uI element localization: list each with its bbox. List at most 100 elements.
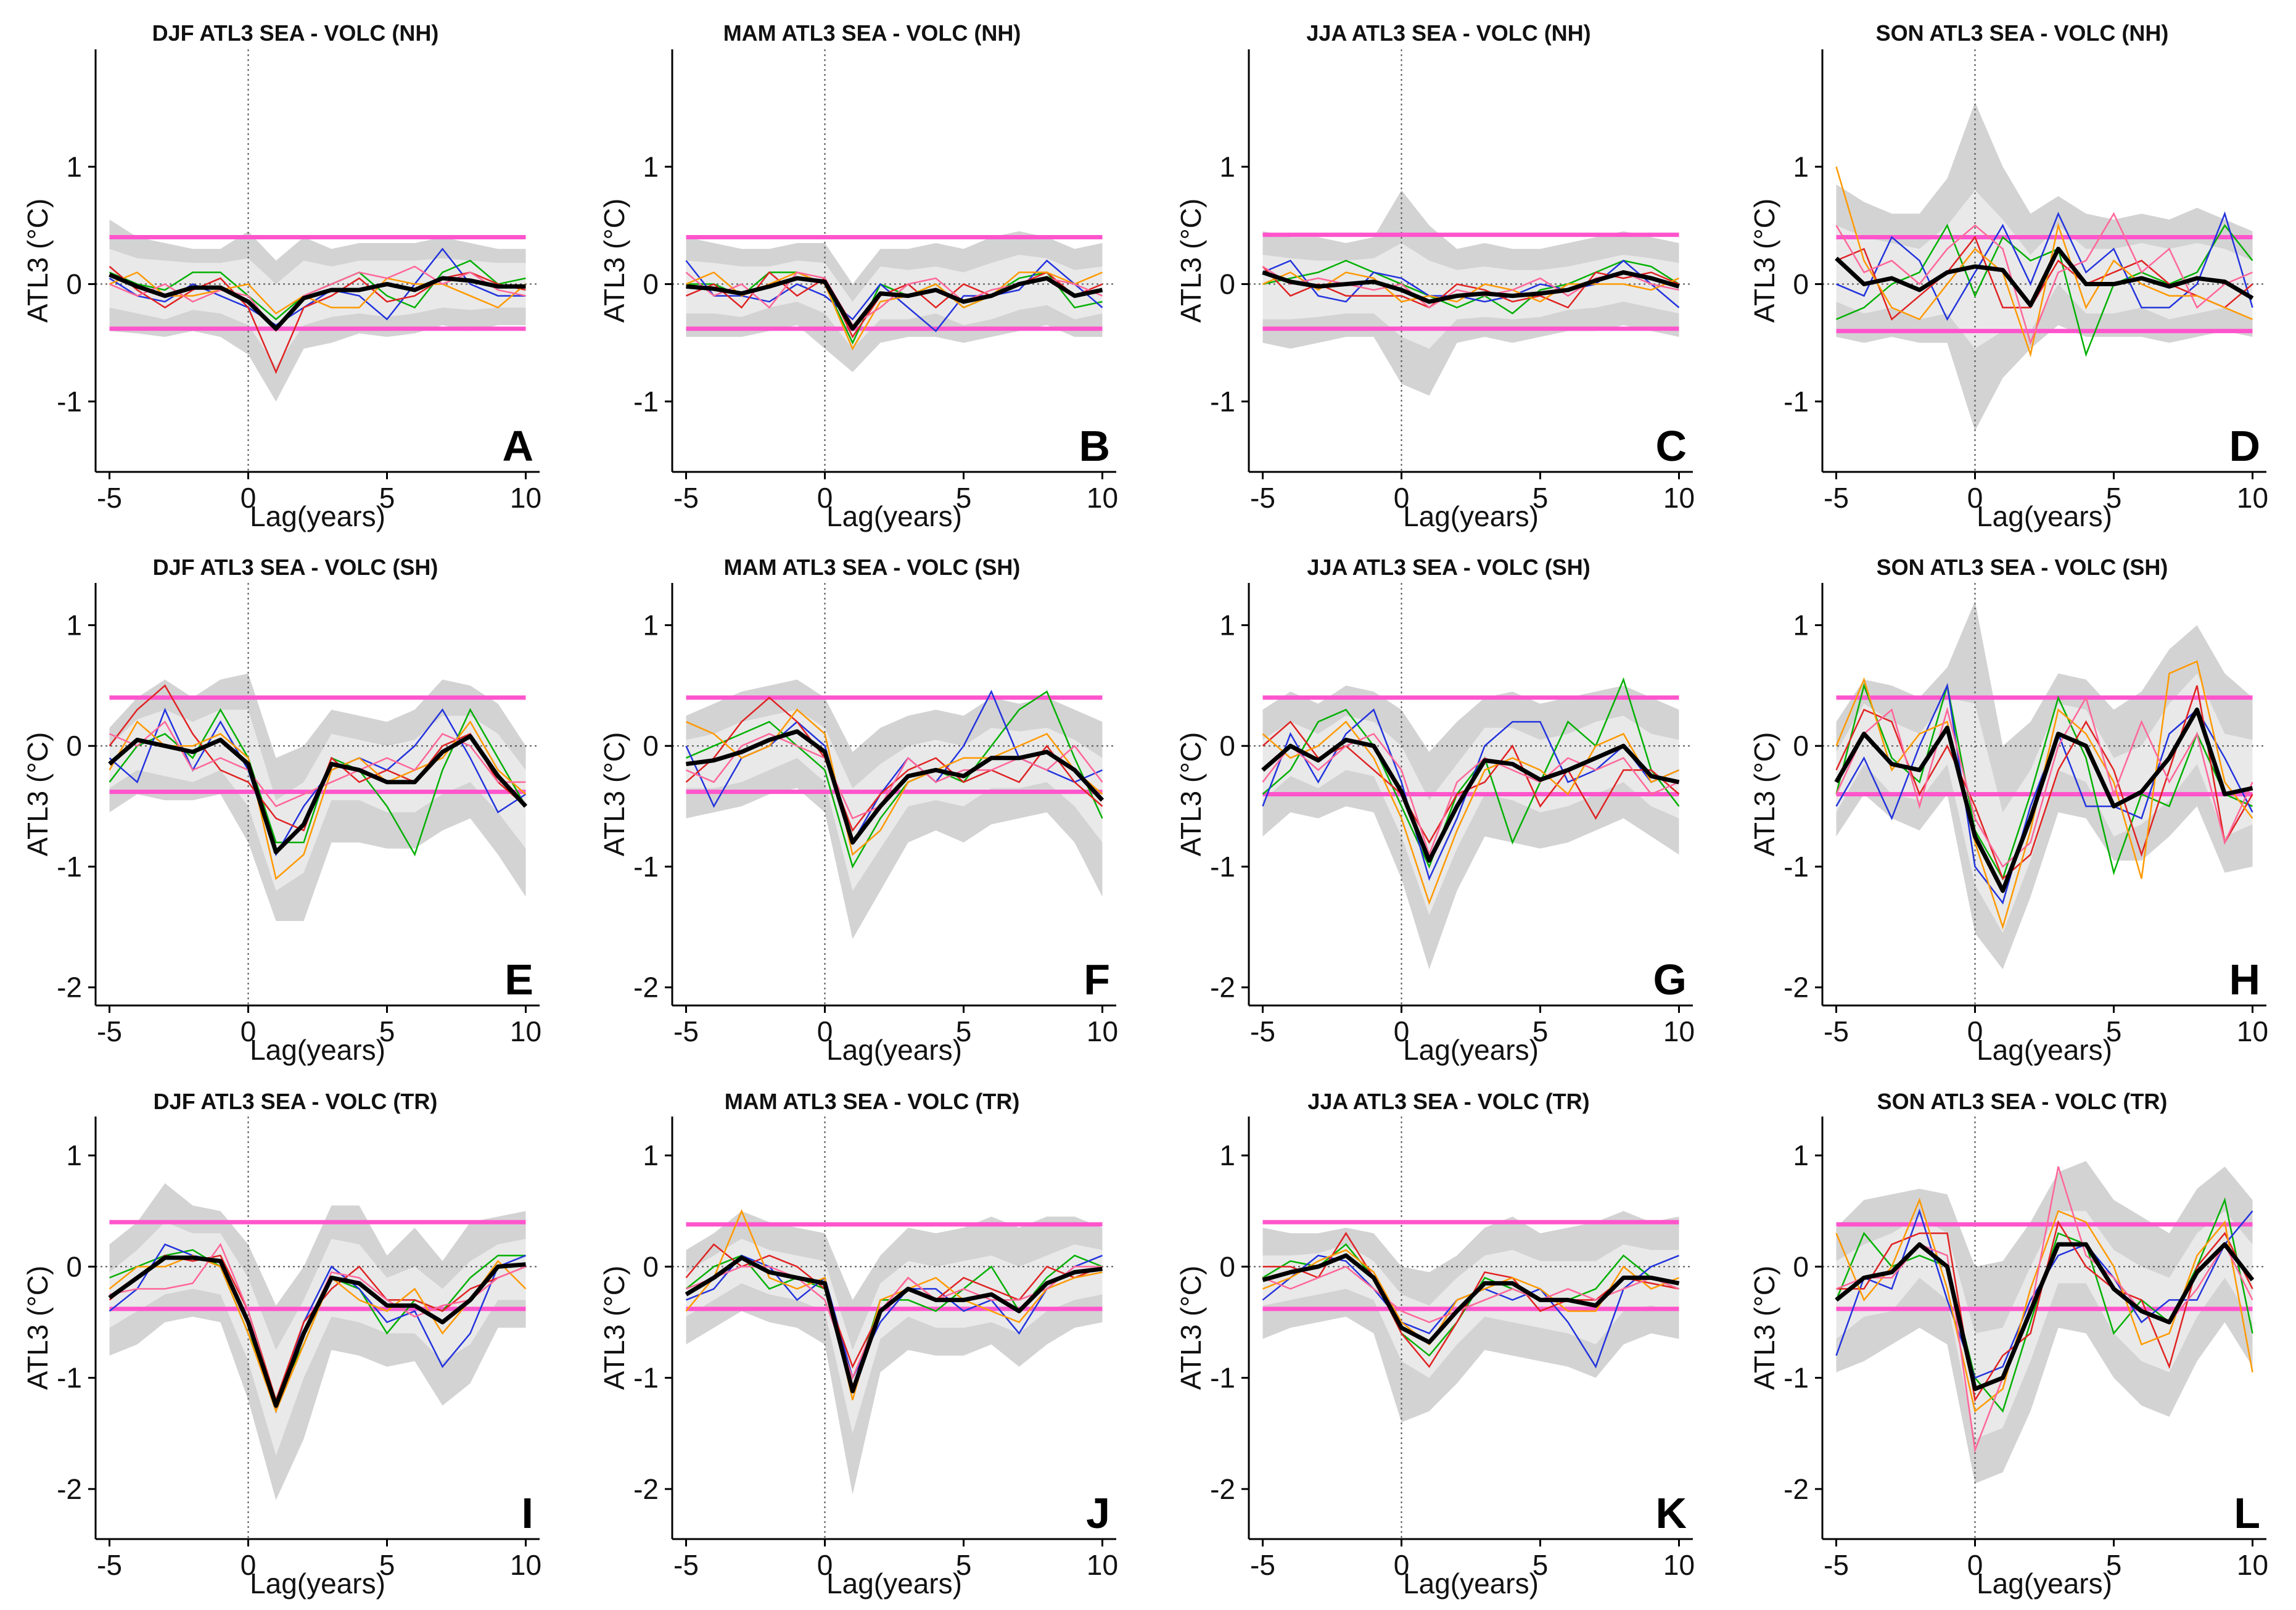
y-tick-label: -1 <box>1784 851 1809 883</box>
x-tick-label: 5 <box>2106 1549 2122 1581</box>
x-tick-label: 10 <box>1663 1549 1695 1581</box>
panel-h: -2 -1 0 1 -5 0 5 10 Lag(years) ATL3 (°C) SON ATL3 … <box>1748 555 2268 1066</box>
y-axis-label: ATL3 (°C) <box>22 732 54 857</box>
y-tick-label: -2 <box>1784 972 1809 1004</box>
y-tick-label: -2 <box>633 972 659 1004</box>
y-tick-label: -1 <box>1210 1362 1235 1394</box>
x-tick-label: 10 <box>2237 482 2268 514</box>
panel-letter: H <box>2229 956 2260 1004</box>
x-tick-label: 5 <box>956 482 972 514</box>
x-axis-label: Lag(years) <box>1403 1567 1539 1600</box>
y-tick-label: 0 <box>643 268 659 300</box>
y-tick-label: 1 <box>66 1139 82 1171</box>
y-tick-label: 1 <box>66 151 82 183</box>
member-series-line <box>1835 695 2253 868</box>
x-axis-label: Lag(years) <box>826 1034 962 1066</box>
x-tick-label: 10 <box>2237 1015 2268 1047</box>
panel-title: SON ATL3 SEA - VOLC (TR) <box>1877 1089 2168 1114</box>
y-tick-label: -1 <box>633 1362 659 1394</box>
x-tick-label: -5 <box>1250 1549 1275 1581</box>
panel-letter: B <box>1079 422 1110 470</box>
mean-series-line <box>108 734 528 854</box>
x-tick-label: 5 <box>1533 482 1549 514</box>
y-axis-label: ATL3 (°C) <box>598 1266 630 1390</box>
y-axis-label: ATL3 (°C) <box>1748 732 1780 857</box>
x-axis-label: Lag(years) <box>250 500 385 532</box>
mean-series-line <box>109 273 526 331</box>
panel-letter: C <box>1655 422 1687 470</box>
panel-letter: F <box>1084 956 1110 1004</box>
panel-letter: I <box>522 1489 533 1537</box>
x-tick-label: 0 <box>817 482 833 514</box>
x-tick-label: 5 <box>2106 1015 2122 1047</box>
panel-k: -2 -1 0 1 -5 0 5 10 Lag(years) ATL3 (°C) JJA ATL3 … <box>1175 1089 1695 1600</box>
y-tick-label: 1 <box>643 1139 659 1171</box>
x-tick-label: -5 <box>1824 1549 1849 1581</box>
y-tick-label: -1 <box>1210 851 1235 883</box>
confidence-band-inner <box>686 1239 1103 1434</box>
y-tick-label: -1 <box>57 386 82 418</box>
mean-series-line <box>1835 246 2254 308</box>
x-tick-label: 0 <box>241 1015 257 1047</box>
panel-letter: D <box>2229 422 2260 470</box>
panel-title: SON ATL3 SEA - VOLC (NH) <box>1876 20 2169 46</box>
y-tick-label: -2 <box>57 972 82 1004</box>
x-tick-label: 5 <box>956 1549 972 1581</box>
x-tick-label: 0 <box>1967 1015 1983 1047</box>
y-axis-label: ATL3 (°C) <box>598 732 630 857</box>
y-tick-label: 0 <box>66 1250 82 1282</box>
x-tick-label: -5 <box>97 1549 122 1581</box>
panel-title: DJF ATL3 SEA - VOLC (TR) <box>154 1089 438 1114</box>
y-tick-label: 0 <box>66 730 82 762</box>
x-tick-label: 0 <box>1394 1549 1410 1581</box>
x-tick-label: 10 <box>1087 1015 1118 1047</box>
y-tick-label: -1 <box>1210 386 1235 418</box>
x-tick-label: 0 <box>817 1549 833 1581</box>
panel-a: -1 0 1 -5 0 5 10 Lag(years) ATL3 (°C) DJF ATL3 SE… <box>22 20 541 532</box>
panel-letter: G <box>1653 956 1687 1004</box>
x-tick-label: 5 <box>379 482 395 514</box>
y-tick-label: 0 <box>1219 730 1235 762</box>
panel-l: -2 -1 0 1 -5 0 5 10 Lag(years) ATL3 (°C) SON ATL3 … <box>1748 1089 2268 1600</box>
panel-title: DJF ATL3 SEA - VOLC (NH) <box>152 20 439 46</box>
confidence-band-inner <box>109 249 526 366</box>
y-tick-label: 1 <box>1219 151 1235 183</box>
x-tick-label: 10 <box>2237 1549 2268 1581</box>
y-tick-label: -2 <box>57 1473 82 1505</box>
panel-title: SON ATL3 SEA - VOLC (SH) <box>1877 555 2168 580</box>
x-tick-label: 10 <box>510 1015 541 1047</box>
member-series-line <box>109 1254 527 1414</box>
y-tick-label: -2 <box>1210 1473 1235 1505</box>
panel-letter: A <box>502 422 533 470</box>
y-tick-label: 0 <box>1219 1250 1235 1282</box>
panel-letter: J <box>1086 1489 1110 1537</box>
x-axis-label: Lag(years) <box>1977 1034 2112 1066</box>
member-series-line <box>109 1243 526 1414</box>
y-tick-label: 1 <box>1793 151 1809 183</box>
member-series-line <box>686 708 1103 856</box>
x-tick-label: 0 <box>1967 482 1983 514</box>
x-axis-label: Lag(years) <box>826 500 962 532</box>
panel-d: -1 0 1 -5 0 5 10 Lag(years) ATL3 (°C) SON ATL3 SE… <box>1748 20 2268 532</box>
y-tick-label: -1 <box>633 386 659 418</box>
member-series-line <box>1835 166 2253 358</box>
member-series-line <box>1836 235 2253 321</box>
x-tick-label: 0 <box>241 1549 257 1581</box>
y-tick-label: -1 <box>1784 386 1809 418</box>
confidence-band-inner <box>1262 1244 1679 1378</box>
x-tick-label: -5 <box>1250 482 1275 514</box>
mean-series-line <box>1261 737 1680 863</box>
y-tick-label: 1 <box>1793 1139 1809 1171</box>
member-series-line <box>1262 733 1679 857</box>
y-tick-label: -2 <box>633 1473 659 1505</box>
panel-letter: K <box>1655 1489 1687 1537</box>
x-axis-label: Lag(years) <box>1977 1567 2112 1600</box>
member-series-line <box>1835 212 2253 345</box>
x-tick-label: 5 <box>956 1015 972 1047</box>
member-series-line <box>686 733 1103 820</box>
x-tick-label: 10 <box>510 482 541 514</box>
panel-title: JJA ATL3 SEA - VOLC (NH) <box>1306 20 1590 46</box>
x-tick-label: 0 <box>1394 1015 1410 1047</box>
panel-title: MAM ATL3 SEA - VOLC (TR) <box>725 1089 1020 1114</box>
x-axis-label: Lag(years) <box>1403 1034 1539 1066</box>
